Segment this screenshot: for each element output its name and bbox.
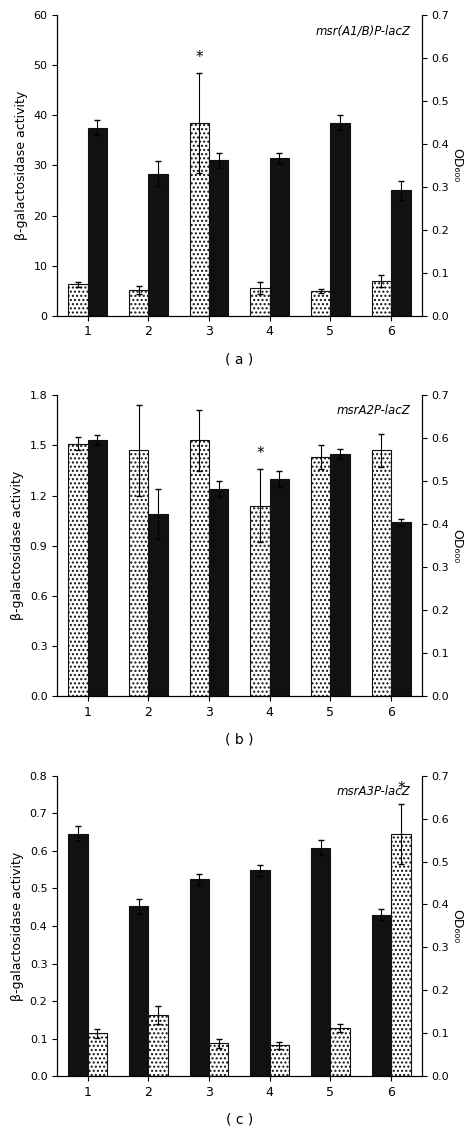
Y-axis label: β-galactosidase activity: β-galactosidase activity (11, 471, 24, 620)
Bar (68, 834, 88, 1077)
Bar (209, 489, 228, 696)
Bar (372, 281, 391, 315)
Bar (372, 451, 391, 696)
Bar (88, 440, 107, 696)
Bar (270, 479, 289, 696)
Y-axis label: OD₆₀₀: OD₆₀₀ (450, 148, 463, 182)
Bar (311, 848, 330, 1077)
Bar (209, 160, 228, 315)
Bar (68, 284, 88, 315)
Text: msr(A1/B)P-lacZ: msr(A1/B)P-lacZ (316, 24, 410, 38)
Bar (330, 123, 350, 315)
Bar (250, 505, 270, 696)
Bar (391, 190, 410, 315)
Text: *: * (195, 50, 203, 65)
Bar (391, 522, 410, 696)
X-axis label: ( c ): ( c ) (226, 1113, 253, 1127)
Y-axis label: β-galactosidase activity: β-galactosidase activity (11, 851, 24, 1000)
Bar (270, 1046, 289, 1077)
Y-axis label: OD₆₀₀: OD₆₀₀ (450, 909, 463, 943)
X-axis label: ( a ): ( a ) (225, 353, 254, 366)
Bar (250, 871, 270, 1077)
Text: msrA3P-lacZ: msrA3P-lacZ (337, 784, 410, 798)
Text: *: * (397, 782, 405, 797)
Y-axis label: OD₆₀₀: OD₆₀₀ (450, 529, 463, 563)
Bar (129, 906, 148, 1077)
Bar (391, 834, 410, 1077)
Bar (270, 158, 289, 315)
Bar (190, 440, 209, 696)
Bar (148, 514, 168, 696)
Bar (209, 1044, 228, 1077)
Text: *: * (256, 446, 264, 461)
Bar (129, 451, 148, 696)
Bar (148, 174, 168, 315)
X-axis label: ( b ): ( b ) (225, 733, 254, 747)
Bar (330, 454, 350, 696)
Bar (190, 123, 209, 315)
Bar (250, 288, 270, 315)
Text: msrA2P-lacZ: msrA2P-lacZ (337, 404, 410, 418)
Bar (88, 1033, 107, 1077)
Bar (129, 290, 148, 315)
Bar (330, 1028, 350, 1077)
Bar (372, 915, 391, 1077)
Bar (148, 1015, 168, 1077)
Bar (88, 127, 107, 315)
Bar (311, 457, 330, 696)
Bar (68, 444, 88, 696)
Bar (311, 290, 330, 315)
Y-axis label: β-galactosidase activity: β-galactosidase activity (15, 91, 28, 240)
Bar (190, 880, 209, 1077)
